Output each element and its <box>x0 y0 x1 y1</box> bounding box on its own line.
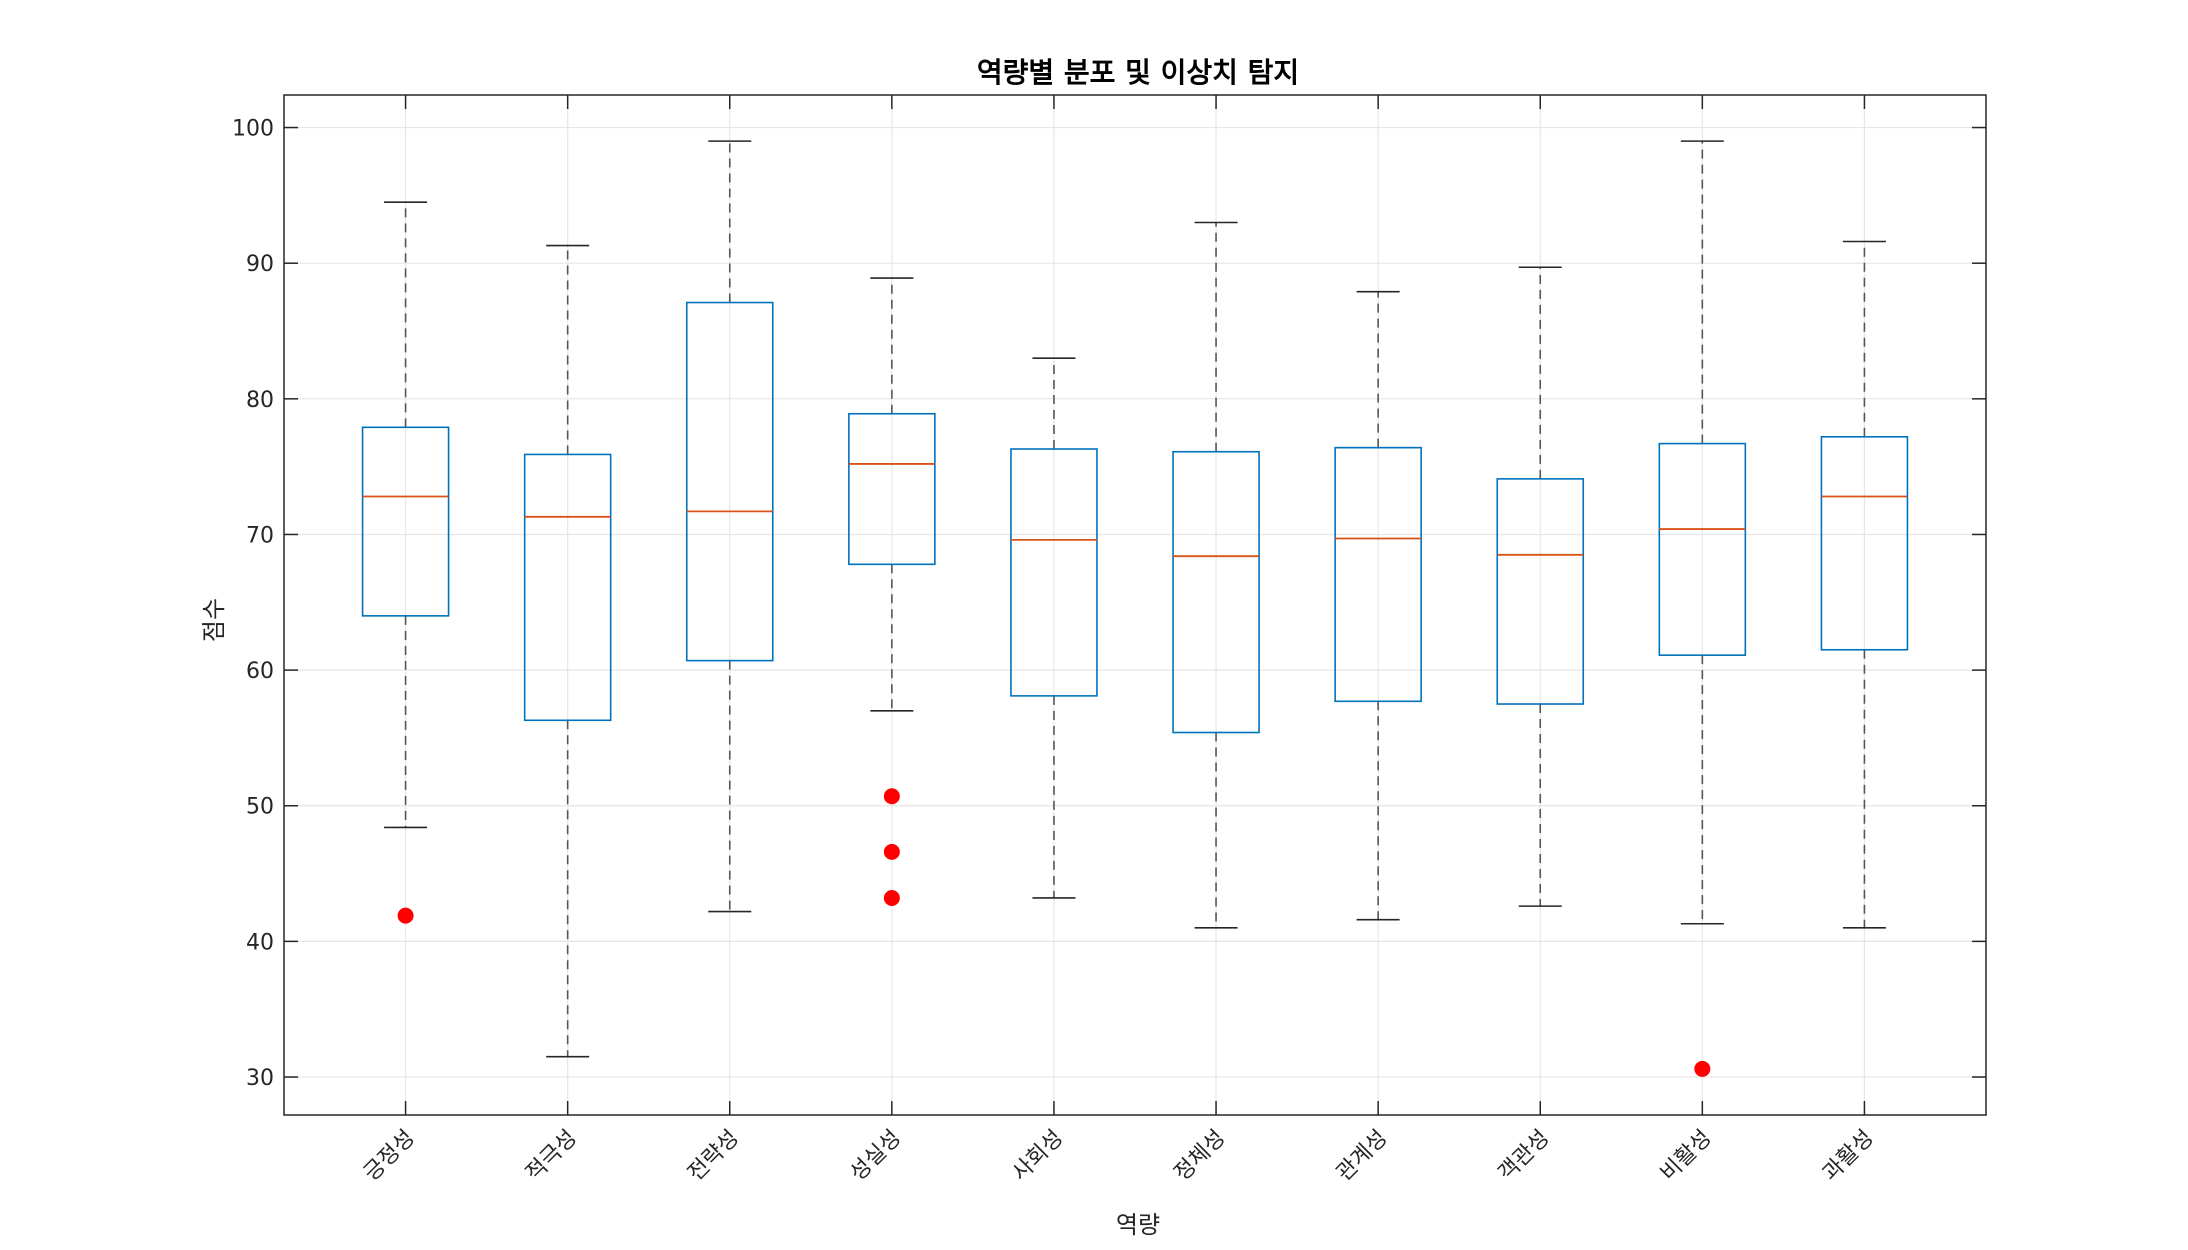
box-9 <box>1658 140 1747 925</box>
x-tick-label: 과활성 <box>1818 1126 1879 1187</box>
x-tick-label: 전략성 <box>683 1126 744 1187</box>
box-5 <box>1010 357 1098 899</box>
y-tick-label: 50 <box>246 795 274 820</box>
box-series <box>361 140 1909 1058</box>
grid-lines <box>284 95 1986 1115</box>
outlier-point <box>397 907 414 924</box>
y-tick-label: 30 <box>246 1066 274 1091</box>
chart-title: 역량별 분포 및 이상치 탐지 <box>977 56 1299 89</box>
y-tick-label: 60 <box>246 659 274 684</box>
box-3 <box>685 140 774 913</box>
iqr-box <box>1010 448 1098 697</box>
x-tick-label: 성실성 <box>845 1126 906 1187</box>
y-tick-label: 90 <box>246 252 274 277</box>
y-tick-label: 80 <box>246 388 274 413</box>
box-4 <box>848 277 936 712</box>
x-tick-label: 적극성 <box>521 1126 582 1187</box>
y-tick-label: 40 <box>246 930 274 955</box>
iqr-box <box>1820 436 1909 651</box>
x-axis-title: 역량 <box>1116 1211 1160 1239</box>
iqr-box <box>361 426 450 617</box>
outlier-point <box>883 788 900 805</box>
outlier-point <box>883 889 900 906</box>
iqr-box <box>685 301 774 662</box>
x-tick-label: 객관성 <box>1494 1126 1555 1187</box>
iqr-box <box>1334 446 1422 703</box>
x-axis: 긍정성 적극성 전략성 성실성 사회성 정체성 관계성 객관성 비활성 과활성 <box>359 95 1879 1187</box>
plot-area-frame <box>283 94 1987 1116</box>
y-tick-label: 70 <box>246 523 274 548</box>
x-tick-label: 긍정성 <box>359 1126 420 1187</box>
box-2 <box>523 244 612 1058</box>
box-1 <box>361 201 450 829</box>
y-axis-title: 점수 <box>200 598 228 642</box>
box-6 <box>1172 221 1260 929</box>
iqr-box <box>523 453 612 722</box>
x-tick-label: 비활성 <box>1656 1126 1717 1187</box>
y-tick-label: 100 <box>232 117 274 142</box>
iqr-box <box>1658 442 1747 656</box>
x-tick-label: 사회성 <box>1008 1126 1069 1187</box>
outlier-point <box>883 843 900 860</box>
box-8 <box>1496 266 1585 907</box>
y-axis: 30 40 50 60 70 80 90 100 <box>232 117 1986 1091</box>
x-tick-label: 관계성 <box>1332 1126 1393 1187</box>
box-10 <box>1820 240 1909 929</box>
outlier-point <box>1694 1060 1711 1077</box>
iqr-box <box>1172 450 1260 734</box>
box-7 <box>1334 290 1422 921</box>
iqr-box <box>848 412 936 566</box>
outlier-points <box>397 788 1711 1077</box>
x-tick-label: 정체성 <box>1170 1126 1231 1187</box>
iqr-box <box>1496 478 1585 705</box>
